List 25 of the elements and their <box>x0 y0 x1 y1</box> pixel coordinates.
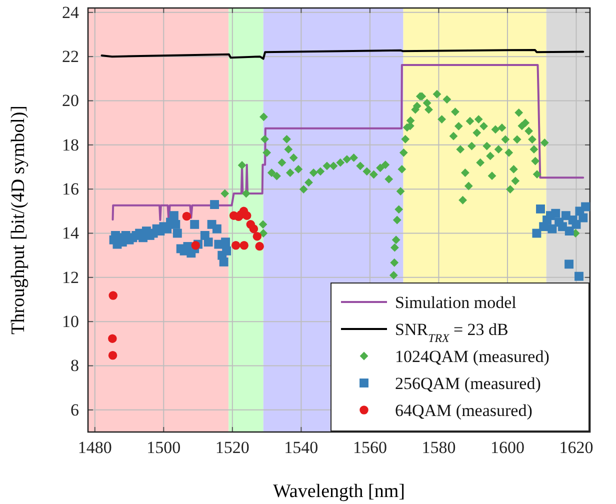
y-tick-label: 14 <box>62 224 80 243</box>
y-tick-label: 6 <box>70 400 79 420</box>
x-tick-label: 1500 <box>146 438 181 458</box>
legend-label: 256QAM (measured) <box>395 374 541 393</box>
legend-label: Simulation model <box>395 293 517 312</box>
x-tick-label: 1600 <box>490 438 524 458</box>
y-tick-label: 20 <box>62 91 79 110</box>
legend-label: 1024QAM (measured) <box>395 347 550 366</box>
y-tick-label: 22 <box>62 47 79 66</box>
x-tick-label: 1560 <box>352 438 387 458</box>
y-tick-label: 18 <box>62 135 79 154</box>
x-axis-title: Wavelength [nm] <box>273 481 405 502</box>
y-axis-title: Throughput [bit/(4D symbol)] <box>8 105 29 335</box>
x-tick-label: 1520 <box>215 438 250 458</box>
y-tick-label: 8 <box>70 356 79 376</box>
y-tick-label: 12 <box>62 268 79 287</box>
x-tick-label: 1620 <box>559 438 594 458</box>
x-tick-label: 1580 <box>422 438 456 458</box>
y-tick-label: 24 <box>62 2 80 22</box>
legend-label: 64QAM (measured) <box>395 401 532 420</box>
legend-label: SNR$_{TRX}$ = 23 dB <box>395 320 508 345</box>
y-tick-label: 10 <box>62 312 79 332</box>
x-tick-label: 1480 <box>78 438 112 458</box>
x-tick-label: 1540 <box>284 438 318 458</box>
y-tick-label: 16 <box>62 180 79 199</box>
